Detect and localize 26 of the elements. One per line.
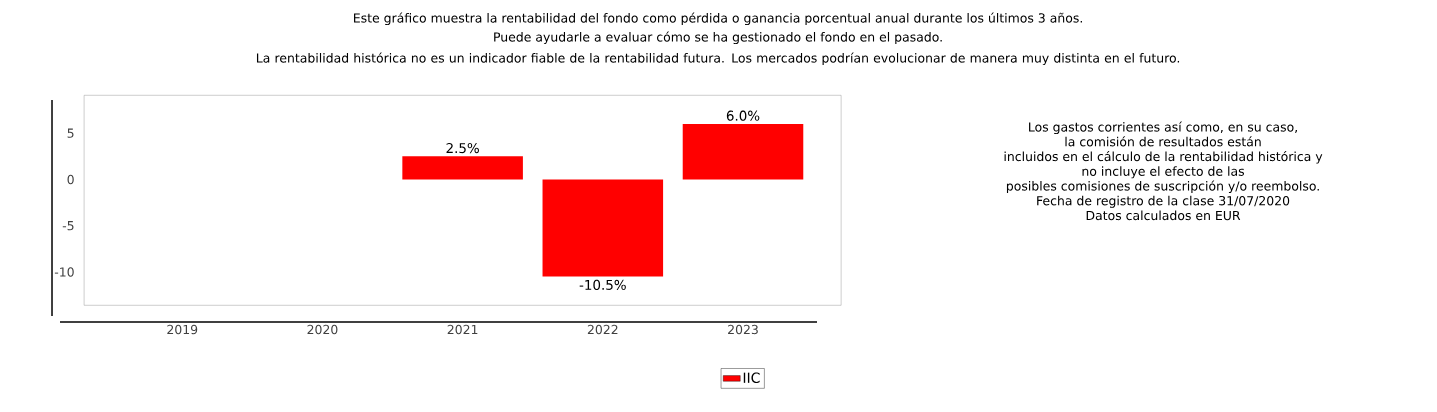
text: Fecha de registro de la clase 31/07/2020 — [1037, 195, 1290, 208]
text: posibles comisiones de suscripción y/o reembolso. — [1006, 180, 1319, 194]
text: la comisión de resultados están — [1065, 136, 1261, 147]
bar — [542, 179, 664, 277]
bar — [402, 156, 523, 180]
chart-subtitle: Puede ayudarle a evaluar cómo se ha gestionado el fondo en el pasado. — [494, 31, 942, 45]
x-tick-label: 2023 — [728, 324, 758, 335]
chart-title: Este gráfico muestra la rentabilidad del fondo como pérdida o ganancia porcentual anual durante los últimos 3 años. — [354, 12, 1082, 26]
x-tick-label: 2021 — [447, 324, 478, 335]
text: incluidos en el cálculo de la rentabilidad histórica y — [1004, 151, 1323, 164]
x-tick-label: 2019 — [167, 324, 198, 335]
data-label: 6.0% — [726, 110, 760, 121]
legend-label: IIC — [743, 372, 760, 384]
x-tick-label: 2022 — [587, 324, 618, 335]
y-tick-label: -10 — [54, 267, 74, 277]
text: Los gastos corrientes así como, en su caso, — [1029, 121, 1297, 135]
data-label: -10.5% — [579, 279, 626, 290]
bar — [682, 123, 804, 180]
x-tick-label: 2020 — [307, 324, 338, 335]
text: no incluye el efecto de las — [1082, 166, 1245, 179]
data-label: 2.5% — [446, 142, 479, 154]
y-tick-label: 5 — [67, 128, 74, 138]
text: Datos calculados en EUR — [1086, 210, 1241, 221]
y-tick-label: 0 — [67, 174, 74, 185]
text: La rentabilidad histórica no es un indicador fiable de la rentabilidad futura. Los mercados podrían evolucionar de manera muy distinta en el futuro. — [256, 52, 1180, 66]
y-tick-label: -5 — [62, 221, 74, 231]
